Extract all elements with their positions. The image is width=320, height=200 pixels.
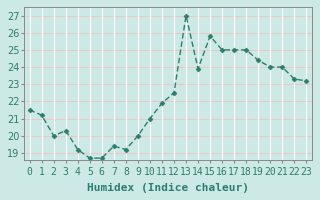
X-axis label: Humidex (Indice chaleur): Humidex (Indice chaleur): [87, 183, 249, 193]
